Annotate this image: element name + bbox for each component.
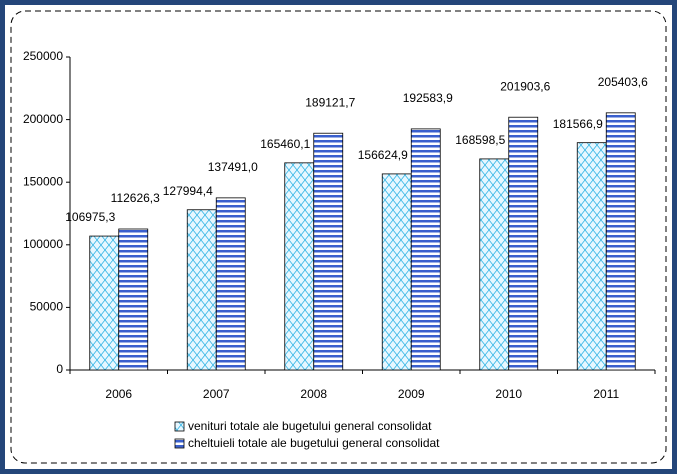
value-label: 201903,6	[500, 79, 550, 93]
y-tick-label: 150000	[23, 174, 63, 188]
bar	[118, 228, 149, 371]
x-tick-label: 2009	[398, 387, 425, 401]
bar	[479, 158, 510, 371]
bar	[381, 173, 412, 371]
value-label: 205403,6	[598, 75, 648, 89]
value-label: 168598,5	[455, 133, 505, 147]
legend-swatch	[174, 421, 185, 432]
chart-border	[10, 10, 667, 464]
value-label: 165460,1	[260, 137, 310, 151]
y-tick-label: 100000	[23, 237, 63, 251]
value-label: 189121,7	[305, 95, 355, 109]
bar	[605, 112, 636, 371]
legend-swatch	[174, 438, 185, 449]
y-tick-label: 0	[56, 362, 63, 376]
value-label: 137491,0	[208, 160, 258, 174]
y-tick-label: 50000	[30, 300, 64, 314]
value-label: 192583,9	[403, 91, 453, 105]
bar	[186, 209, 217, 371]
value-label: 106975,3	[65, 210, 115, 224]
x-tick-label: 2008	[300, 387, 327, 401]
value-label: 112626,3	[111, 191, 160, 205]
legend-label: venituri totale ale bugetului general co…	[188, 419, 432, 433]
x-tick-label: 2007	[203, 387, 230, 401]
x-tick-label: 2006	[105, 387, 132, 401]
bar	[215, 197, 246, 371]
bar	[313, 132, 344, 371]
value-label: 156624,9	[358, 148, 408, 162]
value-label: 127994,4	[163, 184, 213, 198]
bar	[410, 128, 441, 371]
legend-label: cheltuieli totale ale bugetului general …	[188, 436, 440, 450]
y-tick-label: 250000	[23, 49, 63, 63]
x-tick-label: 2011	[593, 387, 619, 401]
bar	[576, 142, 607, 371]
y-tick-label: 200000	[23, 112, 63, 126]
x-tick-label: 2010	[495, 387, 522, 401]
bar	[284, 162, 315, 371]
bar	[89, 235, 120, 371]
bar	[508, 116, 539, 371]
chart: 0 50000 100000 150000 200000 250000 2006 106975…	[10, 10, 667, 464]
value-label: 181566,9	[553, 117, 603, 131]
